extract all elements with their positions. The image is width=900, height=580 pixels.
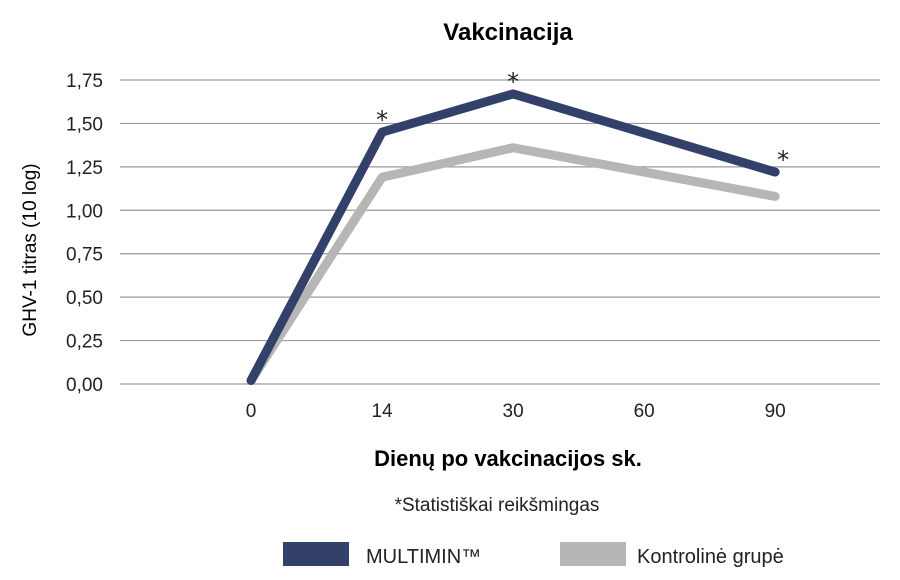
significance-markers: * * *	[376, 68, 789, 174]
x-axis-label: Dienų po vakcinacijos sk.	[374, 446, 642, 471]
y-tick-label: 1,50	[66, 114, 103, 135]
y-axis-ticks: 0,00 0,25 0,50 0,75 1,00 1,25 1,50 1,75	[66, 71, 103, 396]
y-tick-label: 1,25	[66, 158, 103, 179]
y-axis-label: GHV-1 titras (10 log)	[20, 163, 41, 336]
legend: MULTIMIN™ Kontrolinė grupė	[283, 542, 784, 568]
legend-swatch-control	[560, 542, 626, 566]
legend-swatch-multimin	[283, 542, 349, 566]
x-tick-label: 14	[371, 401, 393, 422]
significance-star: *	[507, 68, 519, 96]
significance-star: *	[777, 146, 789, 174]
gridlines	[120, 79, 880, 385]
x-tick-label: 0	[246, 401, 257, 422]
x-tick-label: 90	[765, 401, 786, 422]
y-tick-label: 1,00	[66, 201, 103, 222]
legend-label-multimin: MULTIMIN™	[366, 546, 481, 568]
legend-label-control: Kontrolinė grupė	[637, 546, 784, 568]
y-tick-label: 0,50	[66, 288, 103, 309]
significance-star: *	[376, 106, 388, 134]
series-lines	[246, 89, 780, 386]
y-tick-label: 0,75	[66, 245, 103, 266]
y-tick-label: 1,75	[66, 71, 103, 92]
x-axis-ticks: 0 14 30 60 90	[246, 401, 786, 422]
y-tick-label: 0,00	[66, 375, 103, 396]
series-line-1	[246, 143, 780, 386]
footnote: *Statistiškai reikšmingas	[395, 495, 600, 516]
series-line-0	[246, 89, 780, 386]
x-tick-label: 60	[634, 401, 655, 422]
chart-title: Vakcinacija	[443, 19, 573, 46]
y-tick-label: 0,25	[66, 332, 103, 353]
x-tick-label: 30	[503, 401, 524, 422]
